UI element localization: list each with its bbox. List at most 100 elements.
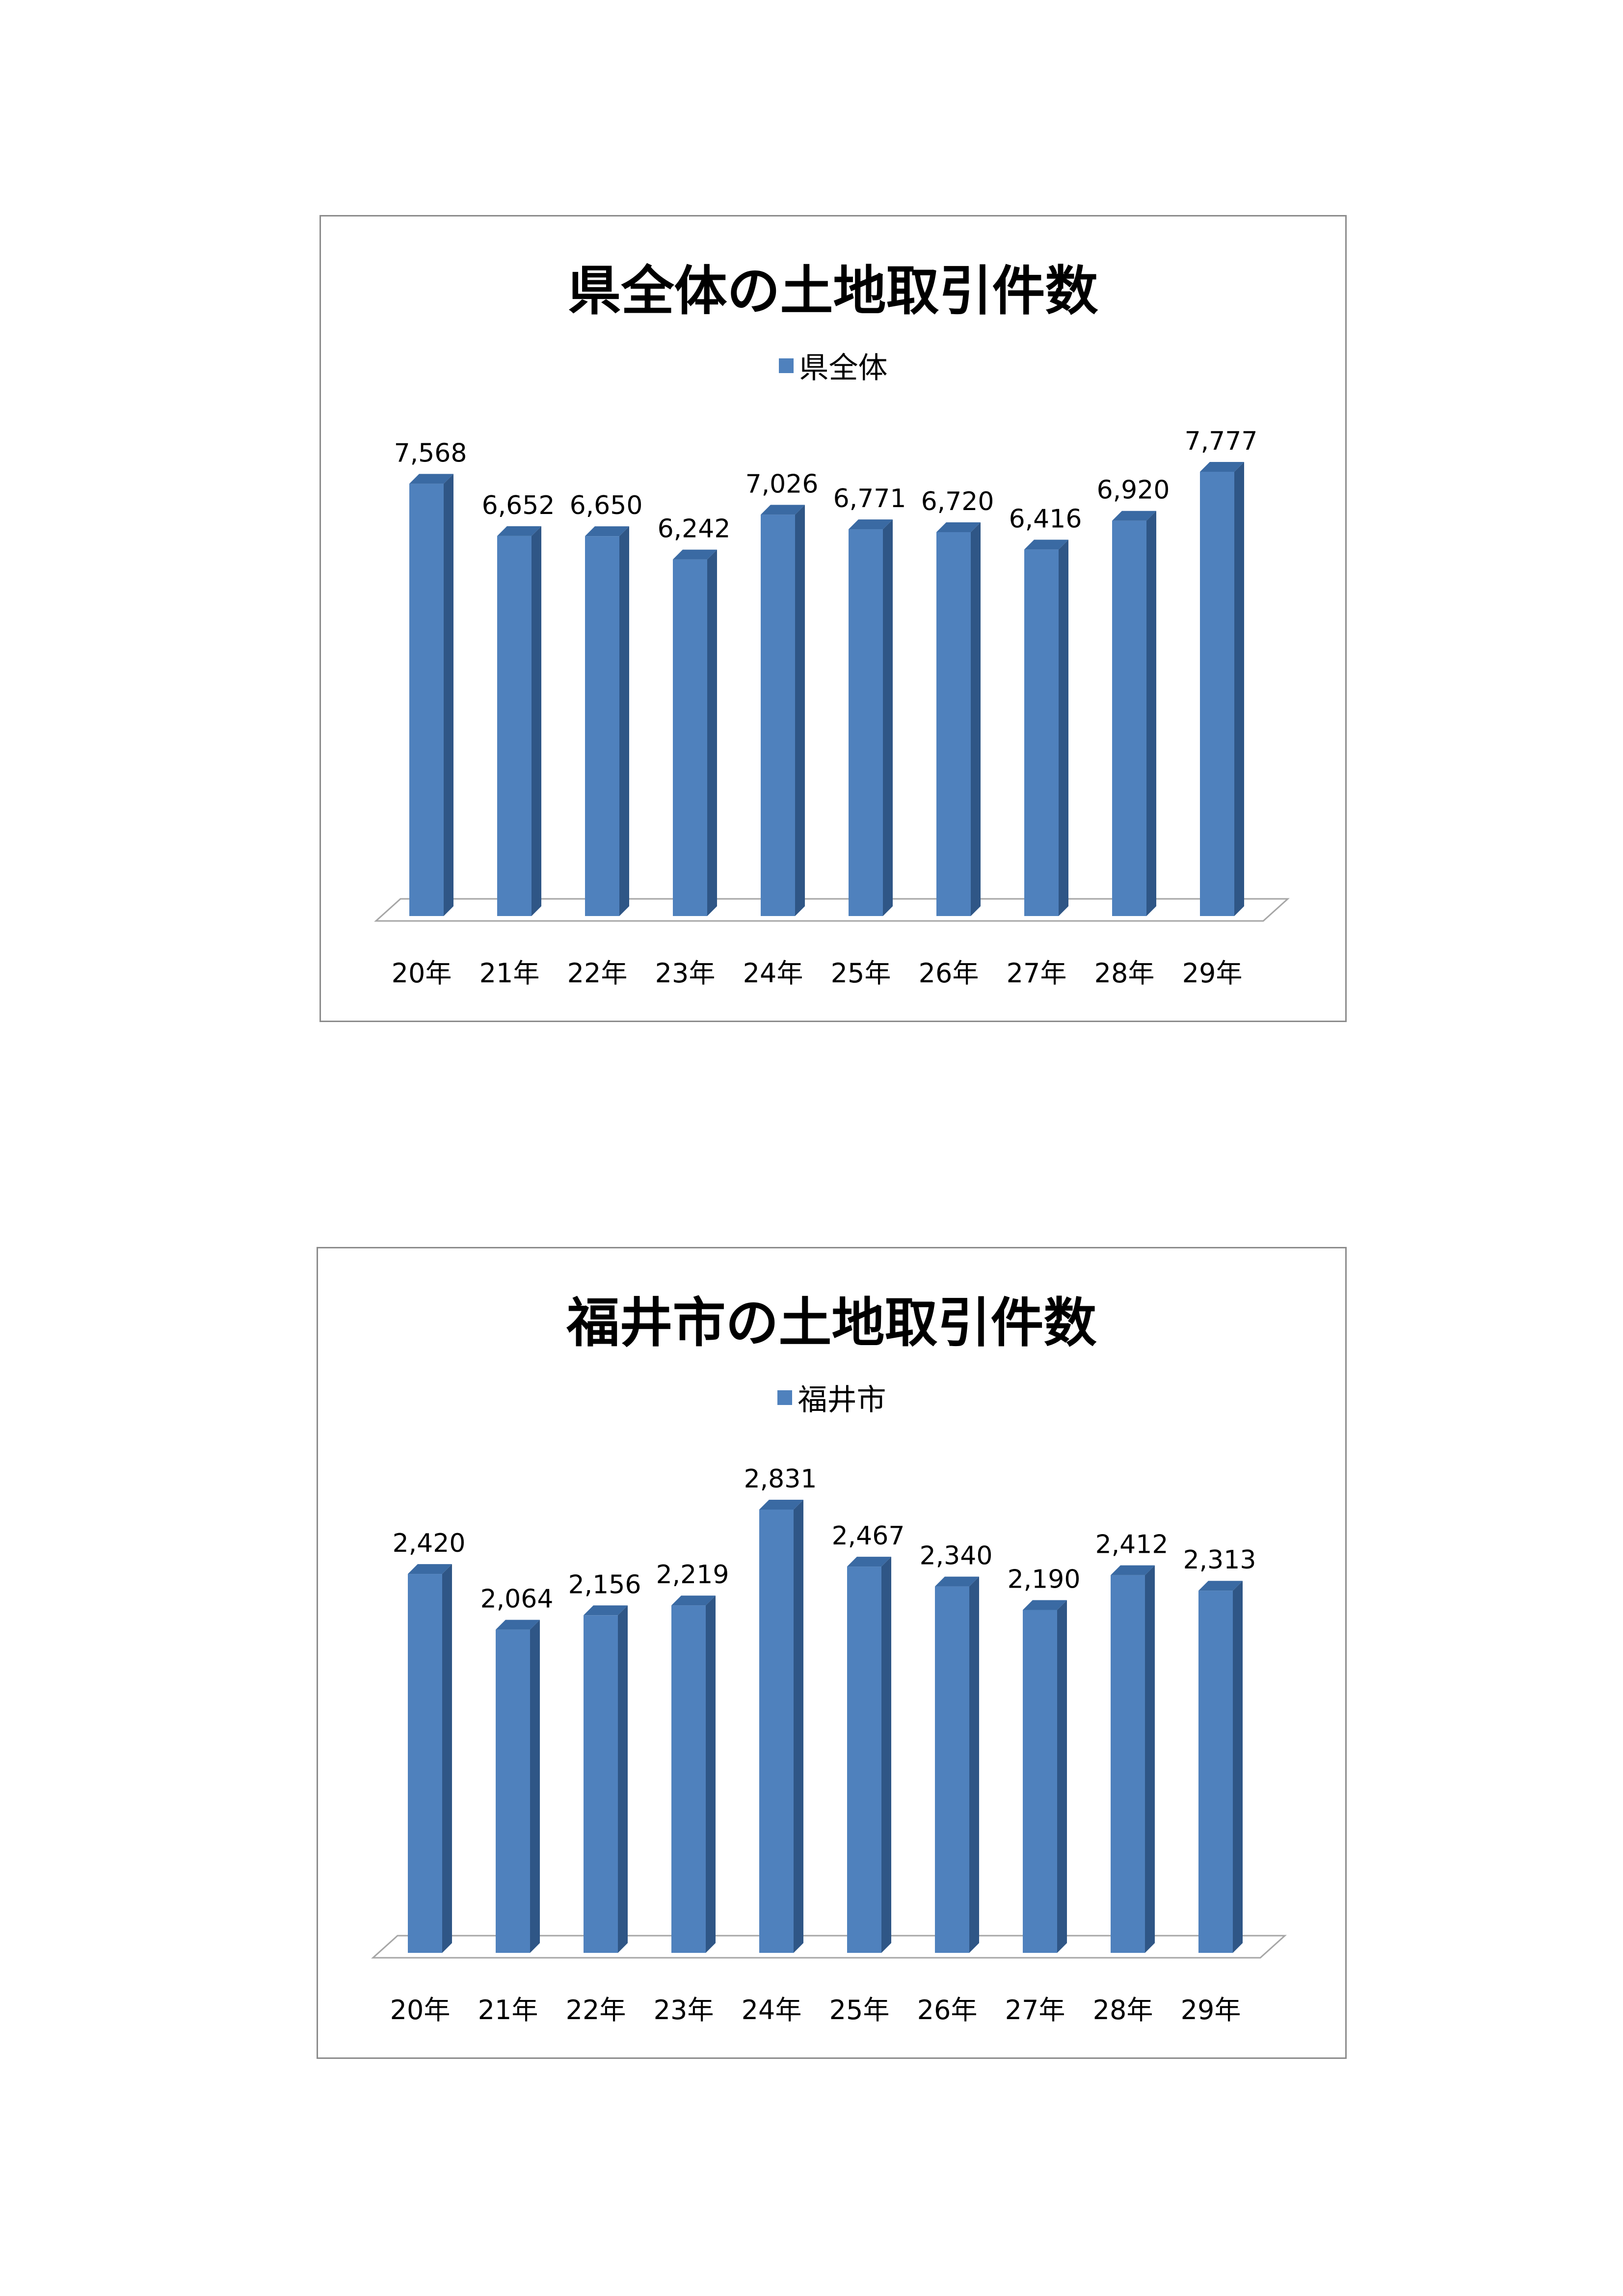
bar-top-28年 xyxy=(1112,511,1156,521)
x-tick-label: 23年 xyxy=(654,1995,714,2026)
bar-front-24年 xyxy=(761,514,795,916)
bar-top-24年 xyxy=(761,505,805,515)
bar-front-27年 xyxy=(1023,1610,1057,1953)
x-tick-label: 27年 xyxy=(1007,958,1067,989)
data-label: 2,831 xyxy=(744,1464,817,1494)
bar-top-28年 xyxy=(1111,1565,1155,1575)
bar-side-29年 xyxy=(1234,462,1244,916)
chart-title: 福井市の土地取引件数 xyxy=(566,1293,1097,1354)
bar-plot: 7,568 20年 6,652 21年 6,650 22年 6,242 23年 7,026 24年… xyxy=(374,427,1290,989)
bar-front-20年 xyxy=(409,484,444,916)
chart-legend: 福井市 xyxy=(318,1376,1345,1419)
x-tick-label: 26年 xyxy=(917,1995,978,2026)
bar-front-21年 xyxy=(496,1629,530,1953)
bar-front-26年 xyxy=(936,532,971,916)
chart-title: 県全体の土地取引件数 xyxy=(568,261,1098,322)
data-label: 2,313 xyxy=(1183,1545,1256,1575)
x-tick-label: 20年 xyxy=(390,1995,451,2026)
data-label: 6,652 xyxy=(482,491,555,520)
bar-top-21年 xyxy=(496,1620,540,1630)
data-label: 2,156 xyxy=(568,1570,641,1599)
bar-front-27年 xyxy=(1024,549,1059,916)
x-tick-label: 21年 xyxy=(479,958,540,989)
bar-front-20年 xyxy=(408,1574,442,1953)
bar-front-23年 xyxy=(671,1605,706,1953)
legend-swatch xyxy=(778,358,794,373)
x-tick-label: 24年 xyxy=(743,958,803,989)
bar-top-25年 xyxy=(849,519,893,530)
bar-front-21年 xyxy=(497,536,532,916)
bar-top-21年 xyxy=(497,526,541,536)
legend-swatch xyxy=(777,1390,792,1405)
x-tick-label: 26年 xyxy=(919,958,979,989)
bar-top-23年 xyxy=(671,1595,716,1606)
bar-side-24年 xyxy=(794,1500,803,1953)
bar-side-26年 xyxy=(969,1576,979,1953)
bar-side-21年 xyxy=(532,526,541,916)
data-label: 6,720 xyxy=(921,487,994,516)
data-label: 6,920 xyxy=(1097,476,1170,505)
x-tick-label: 24年 xyxy=(742,1995,802,2026)
x-tick-label: 20年 xyxy=(392,958,452,989)
data-label: 6,650 xyxy=(570,491,643,520)
data-label: 2,412 xyxy=(1095,1530,1169,1560)
bar-side-23年 xyxy=(706,1595,716,1953)
x-tick-label: 27年 xyxy=(1005,1995,1065,2026)
bar-front-28年 xyxy=(1112,520,1146,916)
bar-side-21年 xyxy=(530,1620,540,1953)
bar-side-23年 xyxy=(707,549,717,916)
chart-floor xyxy=(374,898,1290,922)
bar-side-20年 xyxy=(444,474,453,916)
bar-top-22年 xyxy=(584,1605,628,1616)
chart-floor xyxy=(371,1935,1287,1959)
bar-front-29年 xyxy=(1200,472,1234,916)
x-tick-label: 25年 xyxy=(831,958,891,989)
bar-side-27年 xyxy=(1059,540,1068,916)
bar-side-28年 xyxy=(1145,1565,1155,1953)
bar-plot: 2,420 20年 2,064 21年 2,156 22年 2,219 23年 2,831 24年… xyxy=(371,1464,1287,2026)
bar-side-20年 xyxy=(442,1564,452,1953)
bar-side-24年 xyxy=(795,505,805,916)
x-tick-label: 29年 xyxy=(1181,1995,1241,2026)
bar-top-29年 xyxy=(1198,1581,1243,1591)
bar-side-22年 xyxy=(618,1605,628,1953)
bar-front-23年 xyxy=(673,559,707,916)
data-label: 6,242 xyxy=(658,514,731,544)
legend-label: 県全体 xyxy=(799,351,888,385)
bar-front-25年 xyxy=(847,1567,881,1953)
bar-side-26年 xyxy=(971,522,981,916)
data-label: 2,467 xyxy=(832,1521,905,1551)
x-tick-label: 28年 xyxy=(1094,958,1155,989)
bar-top-29年 xyxy=(1200,462,1244,472)
bar-front-22年 xyxy=(585,536,619,916)
x-tick-label: 28年 xyxy=(1093,1995,1153,2026)
bar-front-26年 xyxy=(935,1586,969,1953)
chart-fukui-city-land-transactions: 福井市の土地取引件数 福井市 2,420 20年 2,064 21年 2,156 22年 2… xyxy=(317,1247,1347,2059)
bar-side-28年 xyxy=(1146,511,1156,916)
bar-top-20年 xyxy=(409,474,453,484)
bar-top-26年 xyxy=(936,522,981,533)
data-label: 2,219 xyxy=(656,1560,729,1590)
x-tick-label: 22年 xyxy=(567,958,628,989)
bar-side-22年 xyxy=(619,526,629,916)
data-label: 2,340 xyxy=(920,1541,993,1571)
bar-side-29年 xyxy=(1233,1581,1243,1953)
bar-top-23年 xyxy=(673,549,717,560)
bar-side-25年 xyxy=(883,519,893,916)
x-tick-label: 22年 xyxy=(566,1995,626,2026)
bar-front-22年 xyxy=(584,1615,618,1953)
data-label: 7,568 xyxy=(394,438,467,468)
bar-side-25年 xyxy=(881,1557,891,1953)
x-tick-label: 21年 xyxy=(478,1995,538,2026)
bar-top-26年 xyxy=(935,1576,979,1587)
x-tick-label: 23年 xyxy=(655,958,716,989)
bar-top-20年 xyxy=(408,1564,452,1574)
bar-front-28年 xyxy=(1111,1575,1145,1953)
bar-top-25年 xyxy=(847,1557,891,1567)
x-tick-label: 29年 xyxy=(1182,958,1243,989)
data-label: 2,190 xyxy=(1008,1565,1081,1594)
data-label: 6,771 xyxy=(833,484,906,513)
legend-label: 福井市 xyxy=(798,1383,886,1417)
data-label: 7,026 xyxy=(745,469,819,499)
chart-legend: 県全体 xyxy=(321,344,1345,387)
